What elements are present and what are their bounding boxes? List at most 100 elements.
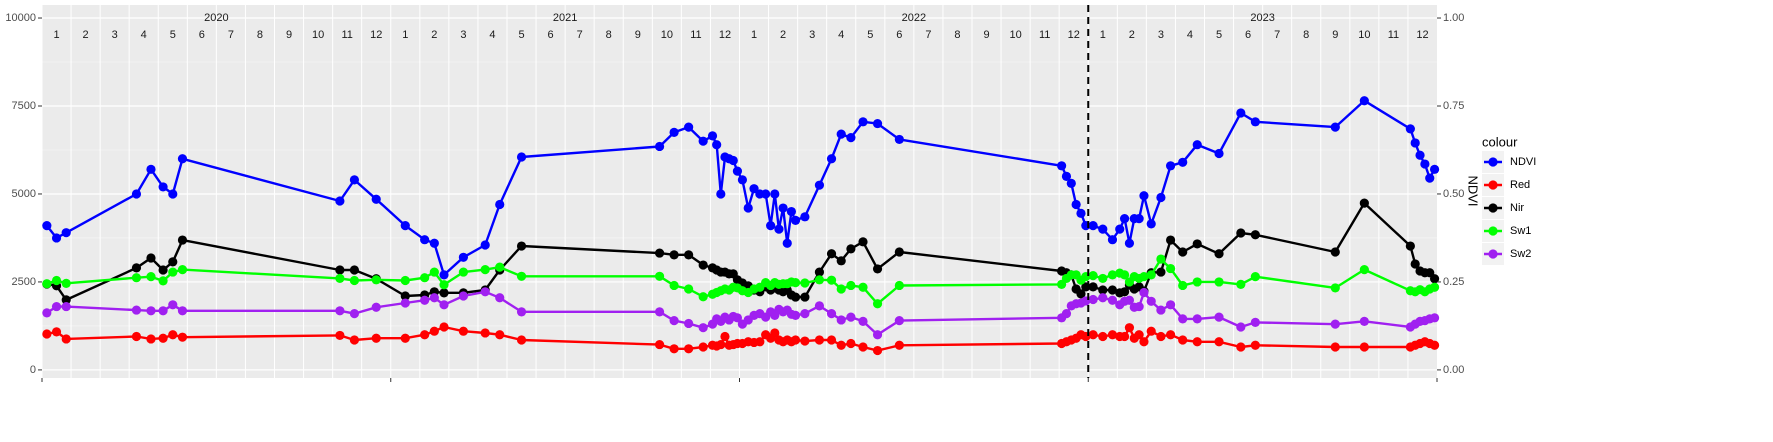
data-point: [782, 238, 792, 248]
data-point: [131, 273, 142, 283]
data-point: [894, 280, 904, 291]
data-point: [1359, 342, 1369, 352]
data-point: [1061, 171, 1072, 181]
data-point: [168, 189, 178, 199]
data-point: [1088, 221, 1098, 231]
data-point: [131, 189, 142, 199]
data-point: [458, 267, 469, 277]
data-point: [429, 326, 439, 336]
data-point: [131, 305, 142, 315]
month-label: 10: [1358, 29, 1370, 41]
data-point: [1250, 272, 1260, 282]
data-point: [439, 288, 449, 298]
year-label: 2022: [902, 12, 926, 24]
data-point: [698, 323, 708, 333]
data-point: [669, 316, 679, 326]
data-point: [1134, 330, 1144, 340]
data-point: [335, 273, 345, 284]
data-point: [872, 299, 883, 309]
data-point: [158, 276, 168, 286]
data-point: [1192, 277, 1202, 287]
data-point: [51, 233, 62, 243]
data-point: [51, 327, 62, 337]
data-point: [1214, 249, 1224, 259]
data-point: [335, 265, 345, 275]
data-point: [1146, 296, 1156, 306]
data-point: [826, 309, 837, 319]
data-point: [1076, 289, 1086, 299]
data-point: [1107, 270, 1118, 280]
data-point: [836, 256, 846, 266]
legend-key-point: [1488, 249, 1498, 259]
data-point: [1088, 294, 1098, 305]
data-point: [826, 154, 837, 164]
data-point: [1429, 340, 1440, 350]
data-point: [439, 300, 449, 310]
month-label: 8: [954, 29, 960, 41]
data-point: [1098, 293, 1108, 303]
data-point: [1330, 283, 1340, 293]
data-point: [1178, 157, 1188, 167]
data-point: [1192, 314, 1202, 324]
data-point: [516, 307, 527, 317]
month-label: 1: [53, 29, 59, 41]
month-label: 7: [228, 29, 234, 41]
month-label: 1: [402, 29, 408, 41]
month-label: 8: [257, 29, 263, 41]
data-point: [790, 215, 801, 225]
data-point: [1165, 300, 1176, 310]
data-point: [669, 344, 679, 354]
data-point: [790, 292, 801, 302]
data-point: [1410, 138, 1420, 148]
data-point: [684, 344, 694, 354]
month-label: 2: [1129, 29, 1135, 41]
data-point: [1098, 331, 1108, 342]
data-point: [1088, 282, 1098, 292]
data-point: [439, 322, 449, 332]
data-point: [826, 335, 837, 345]
data-point: [61, 334, 71, 344]
data-point: [42, 308, 52, 318]
legend-label: NDVI: [1510, 156, 1536, 168]
data-point: [1410, 259, 1420, 269]
data-point: [146, 306, 156, 316]
data-point: [1124, 238, 1135, 248]
data-point: [1139, 337, 1149, 347]
data-point: [1192, 140, 1202, 150]
data-point: [458, 326, 469, 336]
data-point: [872, 264, 883, 274]
data-point: [1178, 314, 1188, 324]
month-label: 8: [1303, 29, 1309, 41]
data-point: [846, 244, 856, 254]
y-tick-label: 5000: [12, 188, 36, 200]
data-point: [826, 249, 837, 259]
data-point: [146, 272, 156, 282]
data-point: [1115, 224, 1125, 234]
month-label: 12: [1416, 29, 1428, 41]
y2-tick-label: 0.25: [1443, 276, 1464, 288]
data-point: [146, 164, 156, 174]
data-point: [1156, 254, 1166, 264]
data-point: [1330, 122, 1340, 132]
data-point: [1429, 282, 1440, 292]
legend-label: Red: [1510, 179, 1530, 191]
data-point: [1429, 274, 1440, 284]
data-point: [1236, 228, 1246, 238]
month-label: 2: [780, 29, 786, 41]
month-label: 7: [577, 29, 583, 41]
data-point: [439, 280, 449, 290]
data-point: [707, 131, 718, 141]
month-label: 3: [1158, 29, 1164, 41]
month-label: 1: [751, 29, 757, 41]
month-label: 5: [1216, 29, 1222, 41]
data-point: [420, 330, 430, 340]
month-label: 5: [867, 29, 873, 41]
data-point: [177, 235, 188, 245]
data-point: [1165, 161, 1176, 171]
data-point: [774, 224, 784, 234]
data-point: [872, 345, 883, 356]
data-point: [1134, 301, 1144, 312]
data-point: [1119, 270, 1130, 280]
data-point: [1098, 224, 1108, 234]
